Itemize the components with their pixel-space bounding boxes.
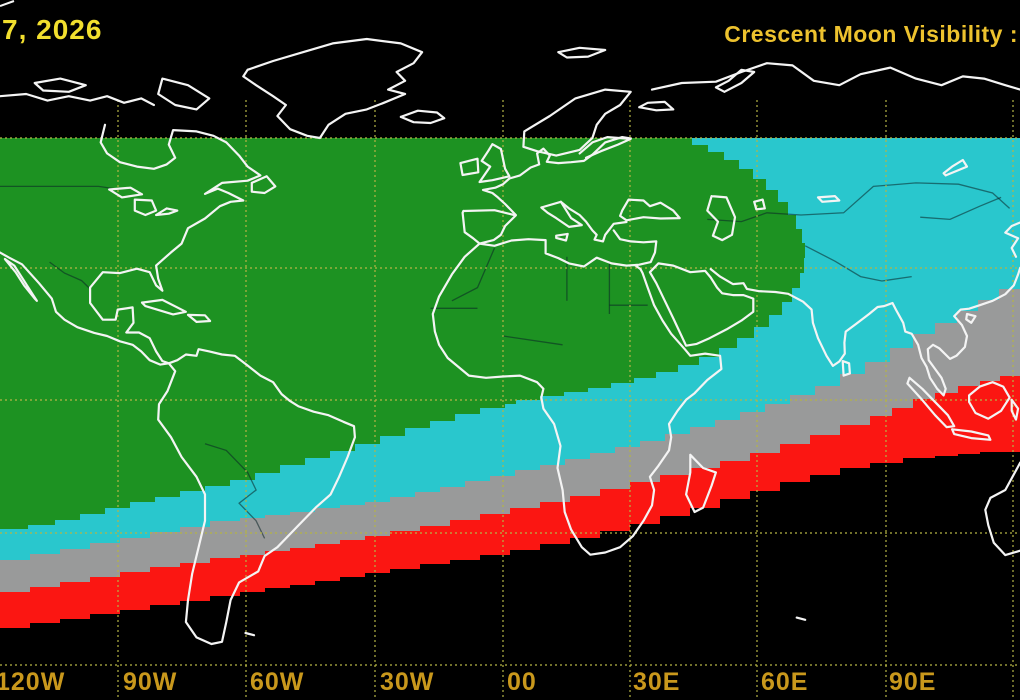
date-title: 7, 2026 — [2, 14, 103, 45]
country-border — [502, 335, 563, 346]
coastline — [795, 616, 807, 621]
coastline — [638, 100, 675, 112]
coastline — [951, 428, 992, 441]
coastline — [0, 251, 170, 366]
coastline — [89, 123, 262, 292]
coastline — [157, 77, 211, 111]
coastline — [89, 286, 170, 365]
coastline — [984, 461, 1020, 557]
coastline — [841, 360, 851, 377]
coastline — [709, 266, 1020, 397]
axis-label: 60E — [761, 668, 809, 696]
coastline — [650, 62, 1020, 91]
coastline — [140, 298, 187, 316]
coastline — [619, 198, 681, 222]
coastline — [399, 109, 446, 125]
coastline — [1010, 398, 1020, 421]
axis-label: 120W — [0, 668, 66, 696]
axis-label: 30E — [633, 668, 681, 696]
coastline — [157, 348, 356, 646]
coastline — [557, 46, 607, 59]
country-border — [920, 196, 1002, 221]
coastline — [965, 312, 977, 324]
coastline — [0, 0, 15, 7]
coastline — [540, 200, 583, 228]
coastline — [33, 77, 87, 93]
coastline — [522, 88, 632, 157]
coastline — [186, 313, 212, 323]
coastline — [250, 175, 277, 195]
coastline — [555, 232, 569, 242]
country-border — [49, 261, 90, 289]
axis-label: 00 — [507, 668, 537, 696]
coastline — [133, 198, 158, 217]
coastline — [481, 136, 632, 217]
axis-label: 30W — [380, 668, 435, 696]
country-border — [451, 247, 496, 302]
coastline — [648, 262, 755, 347]
coastline — [155, 207, 179, 217]
coastline — [753, 198, 766, 211]
axis-label: 90E — [889, 668, 937, 696]
axis-label: 90W — [123, 668, 178, 696]
country-border — [804, 245, 912, 282]
coastline — [244, 631, 256, 637]
country-border — [707, 182, 1011, 223]
country-border — [204, 443, 266, 539]
coastline — [906, 376, 956, 429]
coastline — [459, 157, 480, 177]
coastline — [431, 229, 723, 556]
coastline — [685, 453, 717, 514]
axis-label: 60W — [250, 668, 305, 696]
coastline — [108, 186, 144, 199]
coastline — [942, 158, 969, 177]
coastline — [3, 257, 38, 302]
coastline — [1004, 221, 1020, 258]
page-title: Crescent Moon Visibility : — [724, 21, 1018, 47]
coastline — [816, 195, 841, 203]
coastline — [461, 209, 517, 245]
coastline — [242, 37, 424, 140]
coastline — [706, 195, 737, 242]
coastline — [714, 68, 756, 93]
coastline — [0, 92, 155, 107]
coastline — [968, 381, 1011, 420]
coastline — [559, 200, 628, 243]
coastline — [478, 143, 511, 184]
